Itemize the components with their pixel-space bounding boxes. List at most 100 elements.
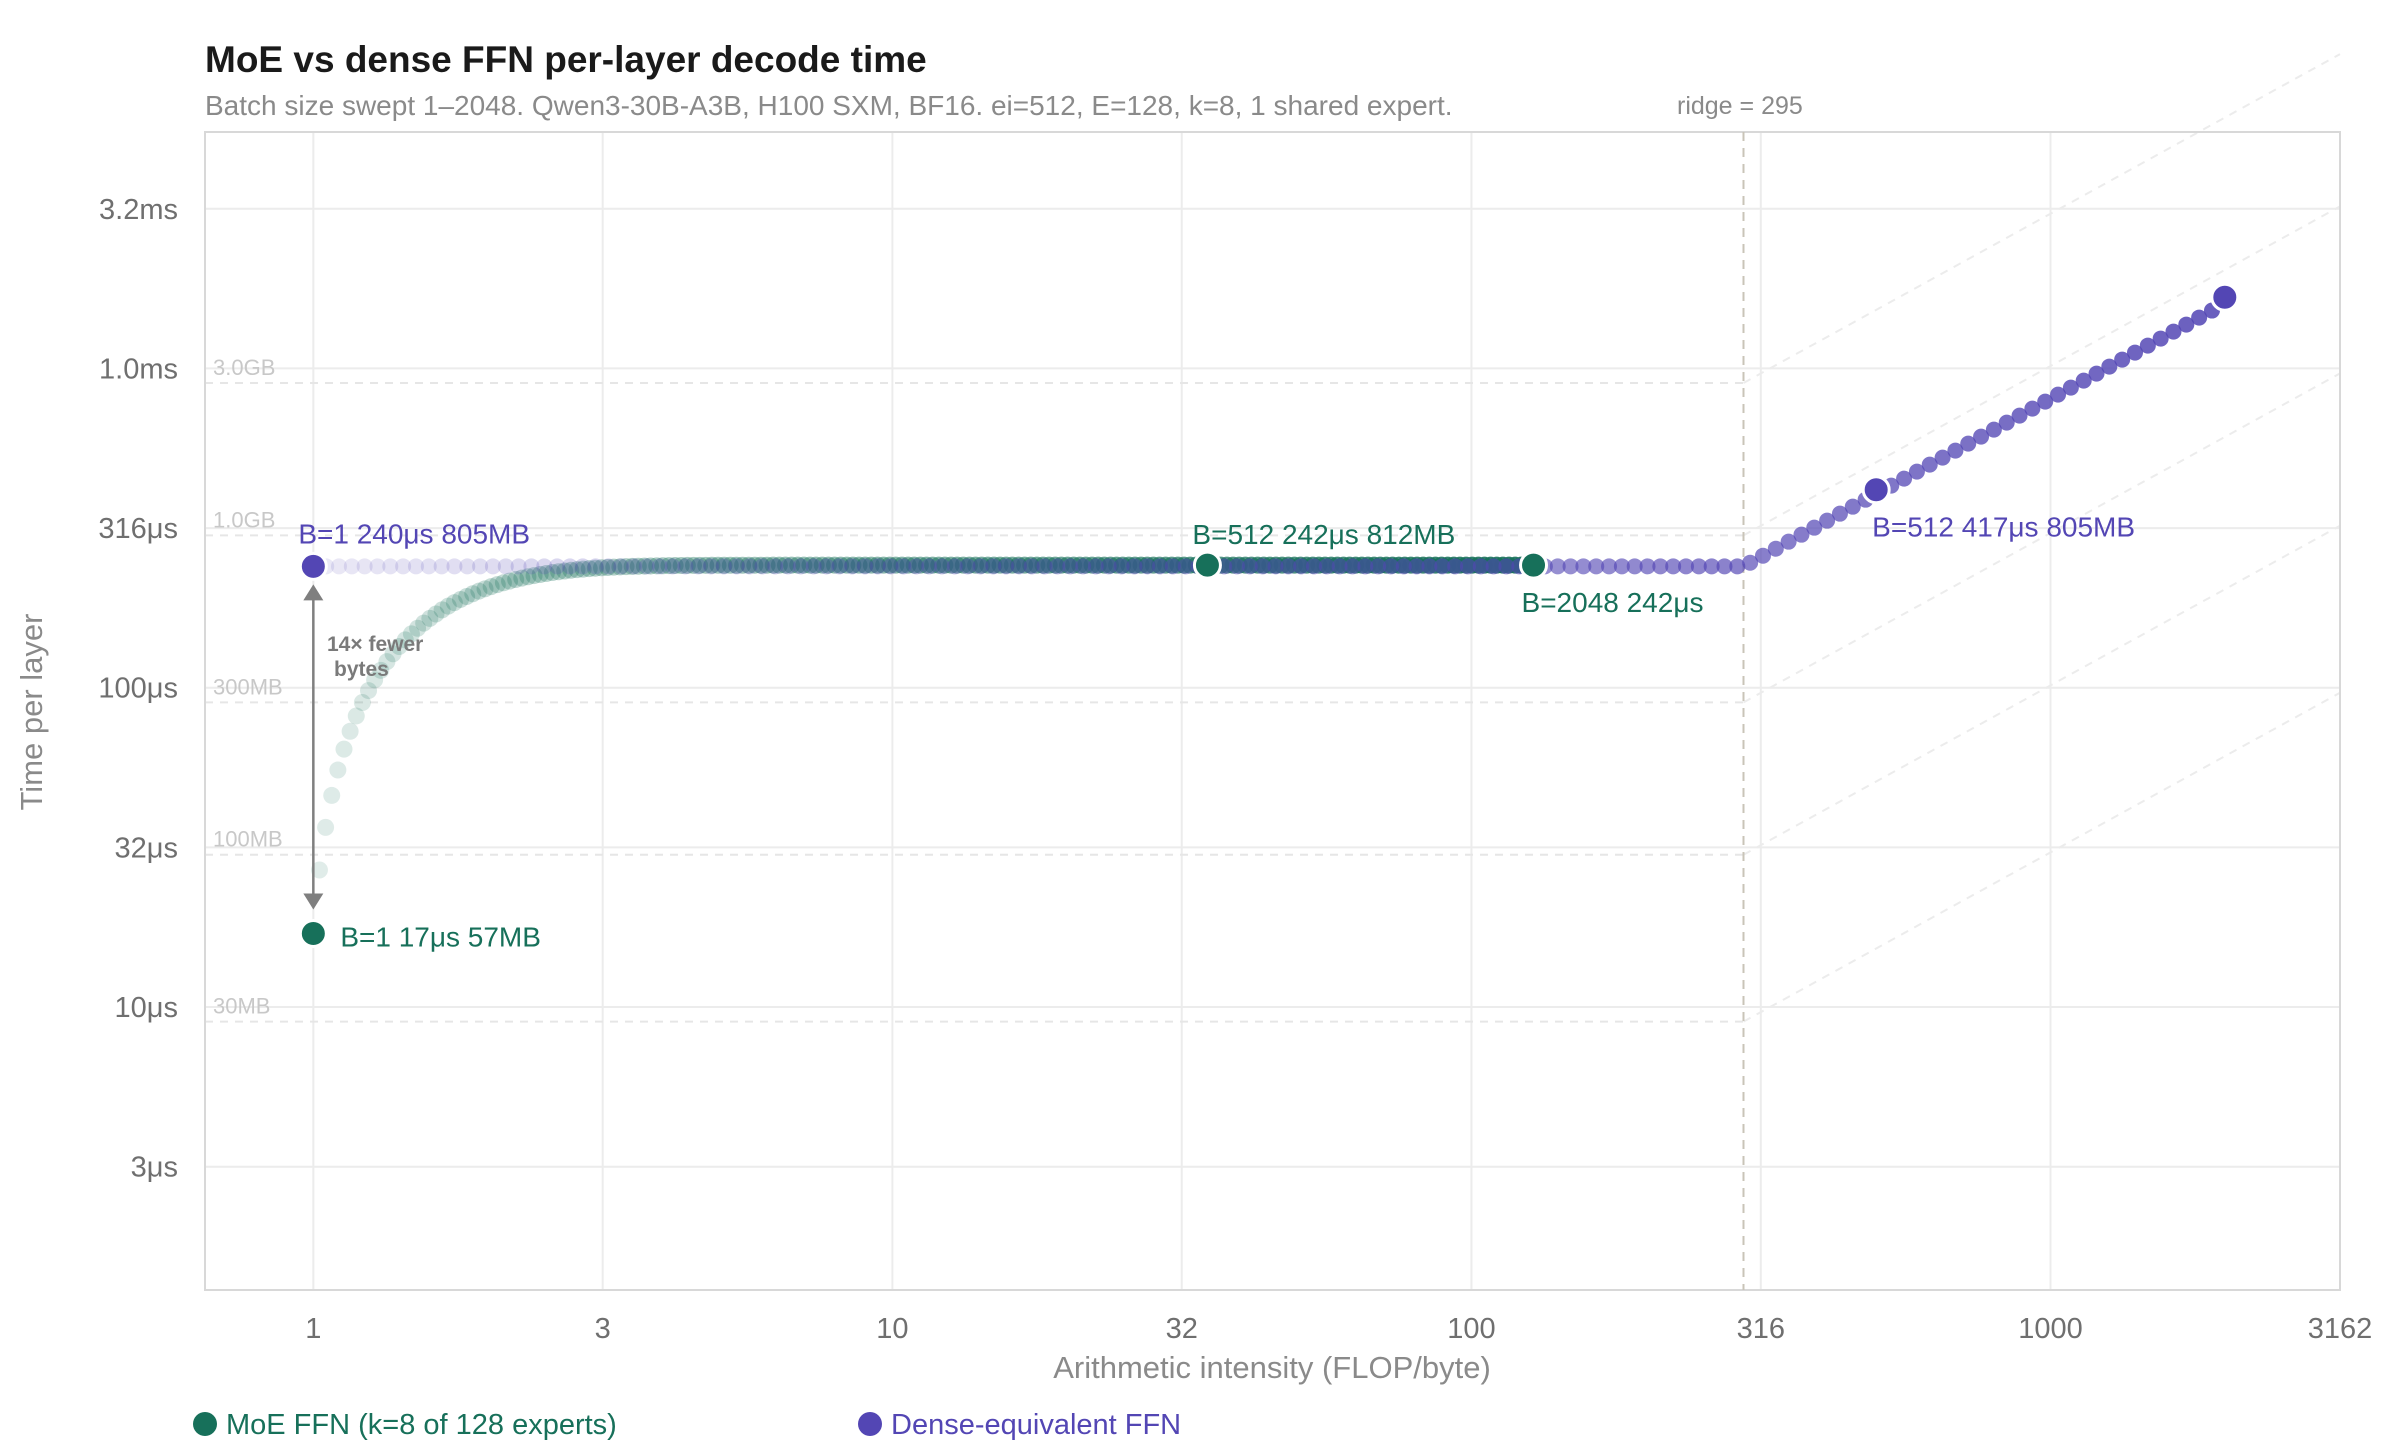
dense-point	[1023, 558, 1040, 575]
dense-point	[2037, 393, 2054, 410]
dense-point	[1934, 449, 1951, 466]
annotation-line2: bytes	[334, 658, 389, 681]
moe-point	[353, 693, 371, 711]
dense-point	[1613, 558, 1630, 575]
dense-point	[908, 558, 925, 575]
dense-point	[1806, 519, 1823, 536]
dense-point	[2011, 407, 2028, 424]
dense-point	[1819, 512, 1836, 529]
moe-point	[372, 661, 390, 679]
dense-point	[1485, 558, 1502, 575]
highlight-point	[298, 551, 328, 581]
moe-point	[611, 558, 629, 576]
y-tick-label: 1.0ms	[99, 353, 178, 385]
moe-point	[464, 585, 482, 603]
dense-point	[933, 558, 950, 575]
dense-point	[1601, 558, 1618, 575]
dense-point	[382, 558, 399, 575]
dense-point	[959, 558, 976, 575]
dense-point	[985, 558, 1002, 575]
dense-point	[497, 558, 514, 575]
dense-point	[1678, 558, 1695, 575]
dense-point	[1434, 558, 1451, 575]
moe-point	[776, 556, 794, 574]
moe-point	[838, 556, 856, 574]
dense-point	[1318, 558, 1335, 575]
dense-point	[626, 558, 643, 575]
dense-point	[1228, 558, 1245, 575]
byte-line-slope	[1743, 205, 2341, 537]
dense-point	[1742, 554, 1759, 571]
moe-point	[789, 556, 807, 574]
highlight-point	[298, 918, 328, 948]
moe-point	[451, 590, 469, 608]
dense-point	[1164, 558, 1181, 575]
dense-point	[1357, 558, 1374, 575]
dense-point	[1459, 558, 1476, 575]
series-moe	[304, 556, 1543, 942]
dense-point	[1588, 558, 1605, 575]
highlights: B=1 17μs 57MB B=512 242μs 812MB B=2048 242…	[298, 282, 2240, 952]
moe-point	[482, 578, 500, 596]
dense-point	[1562, 558, 1579, 575]
moe-point	[856, 556, 874, 574]
dense-point	[1280, 558, 1297, 575]
moe-point	[537, 564, 555, 582]
arrow-head-down	[303, 893, 324, 910]
dense-point	[356, 558, 373, 575]
dense-point	[1498, 558, 1515, 575]
dense-point	[1665, 558, 1682, 575]
moe-point	[378, 653, 396, 671]
moe-point	[550, 563, 568, 581]
dense-point	[1408, 558, 1425, 575]
dense-point	[1767, 540, 1784, 557]
moe-point	[402, 625, 420, 643]
dense-point	[805, 558, 822, 575]
moe-point	[764, 556, 782, 574]
moe-point	[648, 557, 666, 575]
moe-point	[360, 682, 378, 700]
dense-point	[2152, 330, 2169, 347]
dense-point	[1639, 558, 1656, 575]
dense-point	[536, 558, 553, 575]
y-tick-label: 3μs	[131, 1152, 178, 1184]
dense-point	[472, 558, 489, 575]
moe-point	[758, 556, 776, 574]
dense-point	[369, 558, 386, 575]
highlight-label: B=512 242μs 812MB	[1192, 519, 1455, 550]
dense-point	[1152, 558, 1169, 575]
dense-point	[1113, 558, 1130, 575]
moe-point	[494, 574, 512, 592]
moe-point	[697, 556, 715, 574]
moe-point	[488, 576, 506, 594]
moe-point	[556, 562, 574, 580]
dense-point	[1395, 558, 1412, 575]
moe-point	[703, 556, 721, 574]
x-tick-label: 100	[1447, 1313, 1495, 1345]
dense-point	[587, 558, 604, 575]
moe-point	[335, 740, 353, 758]
moe-point	[832, 556, 850, 574]
moe-point	[734, 556, 752, 574]
legend: MoE FFN (k=8 of 128 experts) Dense-equiv…	[193, 1409, 1181, 1440]
y-tick-label: 10μs	[115, 992, 178, 1024]
legend-label-moe: MoE FFN (k=8 of 128 experts)	[226, 1409, 617, 1440]
moe-point	[329, 761, 347, 779]
dense-point	[1010, 558, 1027, 575]
moe-point	[323, 786, 341, 804]
highlight-point	[1192, 550, 1222, 580]
moe-point	[654, 557, 672, 575]
y-tick-label: 100μs	[98, 673, 178, 705]
dense-point	[2101, 358, 2118, 375]
dense-point	[2165, 323, 2182, 340]
moe-point	[813, 556, 831, 574]
dense-point	[1370, 558, 1387, 575]
dense-point	[1254, 558, 1271, 575]
moe-point	[586, 559, 604, 577]
dense-point	[2178, 316, 2195, 333]
reduction-arrow	[303, 584, 324, 910]
dense-point	[767, 558, 784, 575]
dense-point	[1973, 428, 1990, 445]
byte-line-label: 30MB	[213, 994, 270, 1019]
